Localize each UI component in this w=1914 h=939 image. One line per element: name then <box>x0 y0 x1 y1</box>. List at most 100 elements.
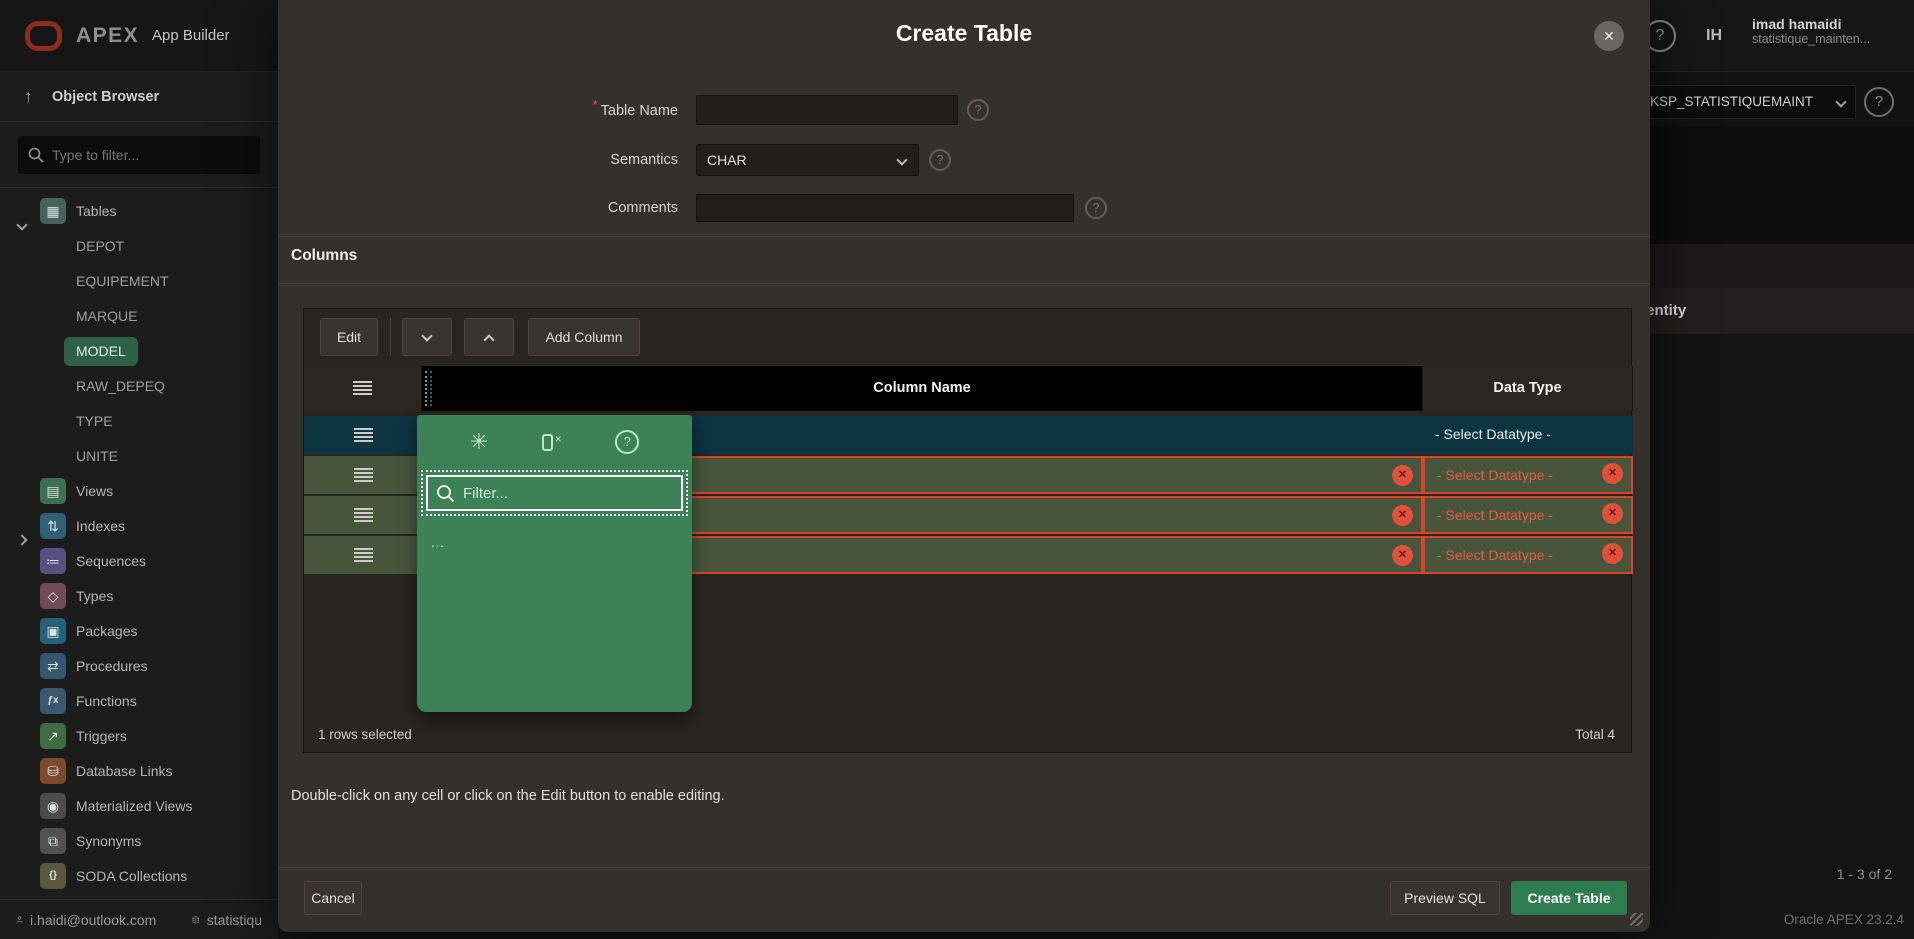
create-table-button[interactable]: Create Table <box>1511 881 1627 915</box>
nav-app-builder[interactable]: App Builder <box>152 27 230 44</box>
data-type-cell[interactable]: - Select Datatype - ✕ <box>1423 456 1633 494</box>
data-type-cell[interactable]: - Select Datatype - ✕ <box>1423 496 1633 534</box>
data-type-header[interactable]: Data Type <box>1423 366 1633 411</box>
hide-column-icon[interactable]: × <box>541 433 562 451</box>
sidebar-item-indexes[interactable]: ⇅ Indexes <box>0 509 278 546</box>
table-name-help-icon[interactable]: ? <box>967 99 989 121</box>
sidebar-item-marque[interactable]: MARQUE <box>76 308 138 324</box>
comments-help-icon[interactable]: ? <box>1085 197 1107 219</box>
content-help-icon[interactable]: ? <box>1864 87 1894 117</box>
drag-handle-icon <box>353 468 373 482</box>
sidebar-item-equipement[interactable]: EQUIPEMENT <box>76 273 169 289</box>
user-menu[interactable]: imad hamaidi statistique_mainten... <box>1752 16 1904 46</box>
remove-datatype-icon[interactable]: ✕ <box>1602 543 1623 564</box>
semantics-label: Semantics <box>610 152 678 168</box>
drag-handle-icon <box>353 428 373 442</box>
sidebar-item-triggers[interactable]: ↗ Triggers <box>0 719 278 754</box>
sidebar-item-procedures[interactable]: ⇄ Procedures <box>0 649 278 684</box>
remove-row-icon[interactable]: ✕ <box>1392 545 1413 566</box>
comments-input[interactable] <box>696 194 1074 222</box>
chevron-down-icon <box>421 330 433 342</box>
sidebar-title: Object Browser <box>52 89 160 105</box>
semantics-select[interactable]: CHAR <box>696 144 919 176</box>
remove-row-icon[interactable]: ✕ <box>1392 505 1413 526</box>
sidebar-item-sequences[interactable]: ≔ Sequences <box>0 544 278 579</box>
sidebar-item-tables[interactable]: ▦ Tables <box>0 194 278 231</box>
sidebar-item-synonyms[interactable]: ⧉ Synonyms <box>0 824 278 859</box>
tables-icon: ▦ <box>40 198 66 224</box>
user-avatar-initials[interactable]: IH <box>1706 27 1722 44</box>
data-type-cell[interactable]: - Select Datatype - <box>1423 416 1633 454</box>
sequences-icon: ≔ <box>40 548 66 574</box>
divider <box>278 236 1650 237</box>
sidebar-item-depot[interactable]: DEPOT <box>76 238 125 254</box>
required-marker: * <box>592 97 598 112</box>
types-icon: ◇ <box>40 583 66 609</box>
drag-handle-icon <box>353 548 373 562</box>
row-drag-handle[interactable] <box>304 416 422 454</box>
preview-sql-button[interactable]: Preview SQL <box>1390 881 1500 915</box>
materialized-views-icon: ◉ <box>40 793 66 819</box>
sidebar-item-views[interactable]: ▤ Views <box>0 474 278 509</box>
column-filter-box[interactable] <box>421 470 688 516</box>
dialog-title: Create Table <box>895 20 1033 46</box>
table-name-label: * Table Name <box>592 97 678 119</box>
divider <box>278 283 1650 284</box>
help-icon[interactable]: ? <box>615 430 640 454</box>
edit-button[interactable]: Edit <box>320 318 378 356</box>
schema-select[interactable]: KSP_STATISTIQUEMAINT <box>1640 85 1856 119</box>
freeze-column-icon[interactable]: ✳ <box>469 429 489 454</box>
data-type-cell[interactable]: - Select Datatype - ✕ <box>1423 536 1633 574</box>
arrow-up-icon[interactable]: ↑ <box>24 87 33 106</box>
account-label[interactable]: i.haidi@outlook.com <box>30 911 157 928</box>
divider <box>278 867 1650 868</box>
sidebar-item-database-links[interactable]: ⛁ Database Links <box>0 754 278 789</box>
sidebar-item-packages[interactable]: ▣ Packages <box>0 614 278 649</box>
resize-grip[interactable] <box>1630 913 1643 926</box>
remove-datatype-icon[interactable]: ✕ <box>1602 503 1623 524</box>
column-name-header[interactable]: Column Name <box>422 366 1423 411</box>
database-name-label[interactable]: statistiqu <box>206 911 262 928</box>
pagination-label: 1 - 3 of 2 <box>1836 866 1892 882</box>
columns-section-title: Columns <box>291 247 358 264</box>
cancel-button[interactable]: Cancel <box>304 881 362 915</box>
column-filter-input[interactable] <box>463 484 673 502</box>
sidebar-footer: i.haidi@outlook.com statistiqu <box>0 899 278 939</box>
sidebar-item-soda-collections[interactable]: {} SODA Collections <box>0 859 278 894</box>
row-drag-handle[interactable] <box>304 456 422 494</box>
brand-apex[interactable]: APEX <box>76 24 140 47</box>
editing-hint: Double-click on any cell or click on the… <box>291 788 725 804</box>
sidebar-filter-input[interactable] <box>52 147 250 163</box>
sidebar-item-model-selected[interactable]: MODEL <box>0 334 278 369</box>
move-up-button[interactable] <box>464 318 514 356</box>
object-browser-sidebar: ↑ Object Browser ▦ Tables DEPOT EQUIPEME… <box>0 72 278 939</box>
sidebar-header: ↑ Object Browser <box>0 72 278 122</box>
search-icon <box>437 484 455 502</box>
person-icon <box>16 916 23 923</box>
sidebar-item-raw-depeq[interactable]: RAW_DEPEQ <box>76 378 165 394</box>
toolbar-separator <box>390 318 391 356</box>
sidebar-item-functions[interactable]: ƒx Functions <box>0 684 278 719</box>
database-icon <box>193 916 200 923</box>
sidebar-item-materialized-views[interactable]: ◉ Materialized Views <box>0 789 278 824</box>
remove-row-icon[interactable]: ✕ <box>1392 465 1413 486</box>
sidebar-item-type[interactable]: TYPE <box>76 413 113 429</box>
sidebar-item-unite[interactable]: UNITE <box>76 448 118 464</box>
database-links-icon: ⛁ <box>40 758 66 784</box>
user-workspace: statistique_mainten... <box>1752 32 1871 46</box>
close-icon[interactable]: ✕ <box>1594 21 1624 51</box>
semantics-help-icon[interactable]: ? <box>929 149 951 171</box>
row-drag-handle[interactable] <box>304 496 422 534</box>
create-table-dialog: Create Table ✕ * Table Name ? Semantics C… <box>278 0 1650 932</box>
remove-datatype-icon[interactable]: ✕ <box>1602 463 1623 484</box>
row-drag-handle[interactable] <box>304 536 422 574</box>
table-name-input[interactable] <box>696 95 958 125</box>
chevron-down-icon <box>896 154 908 166</box>
sidebar-item-types[interactable]: ◇ Types <box>0 579 278 614</box>
move-down-button[interactable] <box>402 318 452 356</box>
sidebar-search-box[interactable] <box>18 136 260 174</box>
oracle-logo-icon[interactable] <box>25 21 62 51</box>
column-menu-actions: ✳ × ? <box>417 415 692 455</box>
row-handle-column-header[interactable] <box>304 366 422 411</box>
add-column-button[interactable]: Add Column <box>528 318 640 356</box>
